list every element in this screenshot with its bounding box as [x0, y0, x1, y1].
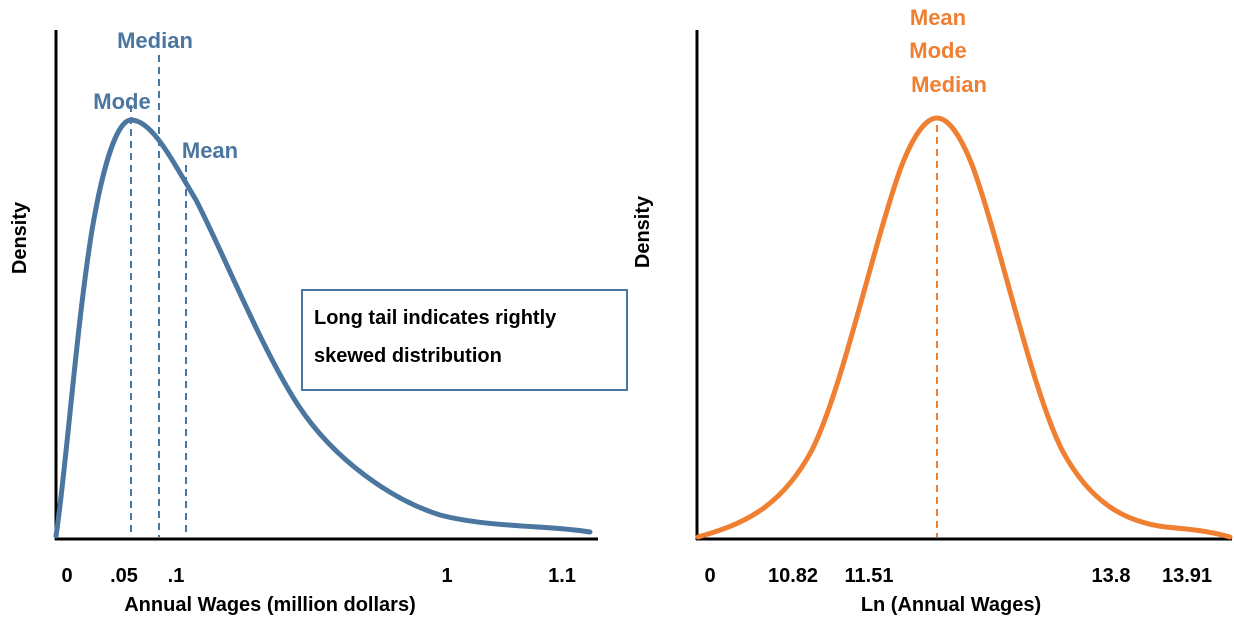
right-y-axis-label: Density [632, 195, 654, 268]
right-density-curve [695, 115, 1233, 540]
left-density-curve [53, 117, 593, 539]
mean-label: Mean [910, 5, 966, 30]
callout-text-line-2: skewed distribution [314, 345, 502, 367]
median-label: Median [911, 72, 987, 97]
mode-label: Mode [93, 89, 150, 114]
left-tick-label: 1 [441, 565, 452, 587]
left-tick-label: 0 [61, 565, 72, 587]
callout-box [301, 289, 628, 391]
left-y-axis-label: Density [9, 201, 31, 274]
left-chart: Median Mode Mean Long tail indicates rig… [9, 28, 628, 616]
left-tick-label: 1.1 [548, 565, 576, 587]
callout-text-line-1: Long tail indicates rightly [314, 307, 557, 329]
mode-label: Mode [909, 38, 966, 63]
median-label: Median [117, 28, 193, 53]
left-x-axis-label: Annual Wages (million dollars) [124, 594, 416, 616]
right-tick-label: 10.82 [768, 565, 818, 587]
mean-label: Mean [182, 138, 238, 163]
left-tick-label: .05 [110, 565, 138, 587]
left-tick-label: .1 [168, 565, 185, 587]
right-x-axis-label: Ln (Annual Wages) [861, 594, 1041, 616]
right-tick-label: 13.8 [1092, 565, 1131, 587]
right-tick-label: 0 [704, 565, 715, 587]
right-tick-label: 13.91 [1162, 565, 1212, 587]
right-chart: Mean Mode Median Density 0 10.82 11.51 1… [632, 5, 1233, 616]
right-tick-label: 11.51 [845, 565, 894, 587]
